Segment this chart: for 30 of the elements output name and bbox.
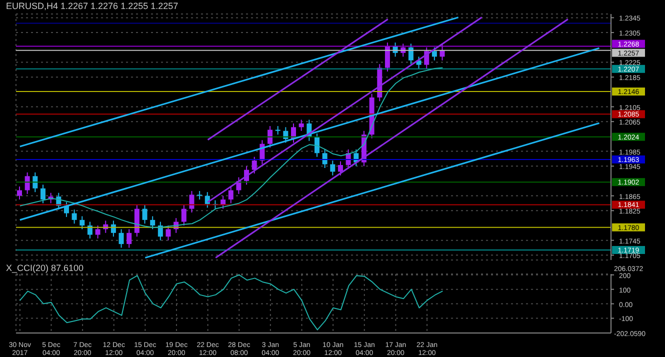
candlestick xyxy=(432,46,437,61)
candlestick xyxy=(338,160,343,176)
candlestick xyxy=(72,209,77,224)
candlestick xyxy=(150,216,156,230)
candlestick xyxy=(228,186,234,204)
candlestick xyxy=(118,228,124,248)
candlestick xyxy=(330,160,336,176)
candlestick xyxy=(189,190,194,214)
candlestick xyxy=(17,186,22,200)
candlestick xyxy=(181,204,186,226)
candlestick xyxy=(268,126,273,148)
candlestick xyxy=(416,56,422,70)
candlestick xyxy=(298,119,304,132)
candlestick xyxy=(142,204,148,224)
candlestick xyxy=(95,224,100,239)
candlestick xyxy=(408,43,414,65)
candlestick xyxy=(384,42,390,72)
candlestick xyxy=(166,224,171,241)
candlestick xyxy=(24,172,30,194)
candlestick xyxy=(80,216,85,230)
chart-title: X_CCI(20) 87.6100 xyxy=(6,263,84,273)
candlestick xyxy=(87,221,92,239)
line-series xyxy=(19,274,444,330)
chart-title: EURUSD,H4 1.2267 1.2276 1.2255 1.2257 xyxy=(6,1,178,11)
candlestick xyxy=(40,184,46,204)
candlestick xyxy=(126,228,132,248)
candlestick xyxy=(252,156,257,174)
candlestick xyxy=(322,148,328,168)
candlestick xyxy=(314,132,320,158)
candlestick xyxy=(32,172,38,193)
